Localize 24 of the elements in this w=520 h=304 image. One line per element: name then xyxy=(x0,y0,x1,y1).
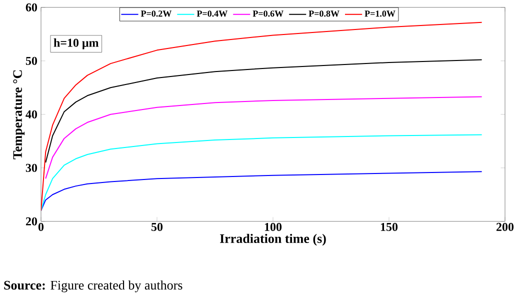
line-series xyxy=(45,59,482,163)
legend-label: P=0.4W xyxy=(196,10,228,17)
annotation: h=10 μm xyxy=(54,38,99,50)
x-tick-label: 150 xyxy=(380,222,398,231)
legend-label: P=0.2W xyxy=(140,10,172,17)
y-tick-label: 20 xyxy=(26,217,38,226)
y-tick-label: 40 xyxy=(26,110,38,118)
x-tick-label: 0 xyxy=(38,222,44,231)
legend-label: P=0.8W xyxy=(308,10,340,17)
line-series xyxy=(41,170,482,211)
y-axis-title: Temperature °C xyxy=(13,70,25,160)
y-tick-label: 50 xyxy=(26,56,38,65)
x-tick-label: 200 xyxy=(496,222,514,231)
x-tick-label: 100 xyxy=(264,222,282,231)
line-series xyxy=(45,96,482,179)
legend-label: P=0.6W xyxy=(252,10,284,17)
legend-label: P=1.0W xyxy=(364,10,396,17)
y-tick-label: 30 xyxy=(26,164,38,172)
line-series xyxy=(41,22,482,211)
text: Source: Figure created by authors xyxy=(4,280,182,292)
x-tick-label: 50 xyxy=(151,222,163,231)
x-axis-title: Irradiation time (s) xyxy=(220,234,326,246)
line-series xyxy=(41,134,482,211)
y-tick-label: 60 xyxy=(26,3,38,12)
